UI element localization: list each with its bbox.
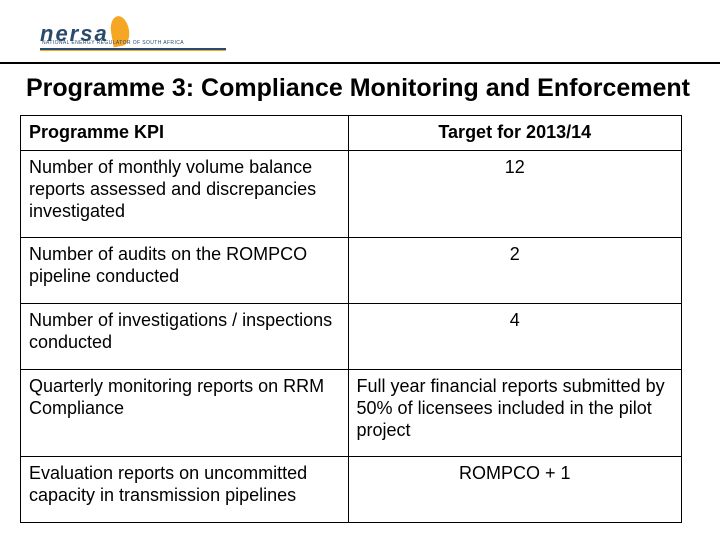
kpi-cell: Number of audits on the ROMPCO pipeline …	[21, 237, 349, 303]
logo-subtitle: NATIONAL ENERGY REGULATOR OF SOUTH AFRIC…	[42, 40, 184, 46]
logo-divider	[40, 48, 226, 51]
kpi-cell: Quarterly monitoring reports on RRM Comp…	[21, 369, 349, 456]
target-cell: ROMPCO + 1	[348, 456, 681, 522]
table-row: Number of investigations / inspections c…	[21, 303, 682, 369]
page-title: Programme 3: Compliance Monitoring and E…	[18, 74, 702, 103]
table-header-row: Programme KPI Target for 2013/14	[21, 116, 682, 151]
slide: nersa NATIONAL ENERGY REGULATOR OF SOUTH…	[0, 0, 720, 540]
table-row: Number of monthly volume balance reports…	[21, 150, 682, 237]
kpi-table: Programme KPI Target for 2013/14 Number …	[20, 115, 682, 523]
col-header-target: Target for 2013/14	[348, 116, 681, 151]
kpi-cell: Evaluation reports on uncommitted capaci…	[21, 456, 349, 522]
target-cell: Full year financial reports submitted by…	[348, 369, 681, 456]
kpi-cell: Number of investigations / inspections c…	[21, 303, 349, 369]
table-row: Quarterly monitoring reports on RRM Comp…	[21, 369, 682, 456]
title-rule	[0, 62, 720, 64]
target-cell: 12	[348, 150, 681, 237]
kpi-cell: Number of monthly volume balance reports…	[21, 150, 349, 237]
target-cell: 2	[348, 237, 681, 303]
table-row: Evaluation reports on uncommitted capaci…	[21, 456, 682, 522]
col-header-kpi: Programme KPI	[21, 116, 349, 151]
table-row: Number of audits on the ROMPCO pipeline …	[21, 237, 682, 303]
target-cell: 4	[348, 303, 681, 369]
logo: nersa	[18, 8, 702, 60]
